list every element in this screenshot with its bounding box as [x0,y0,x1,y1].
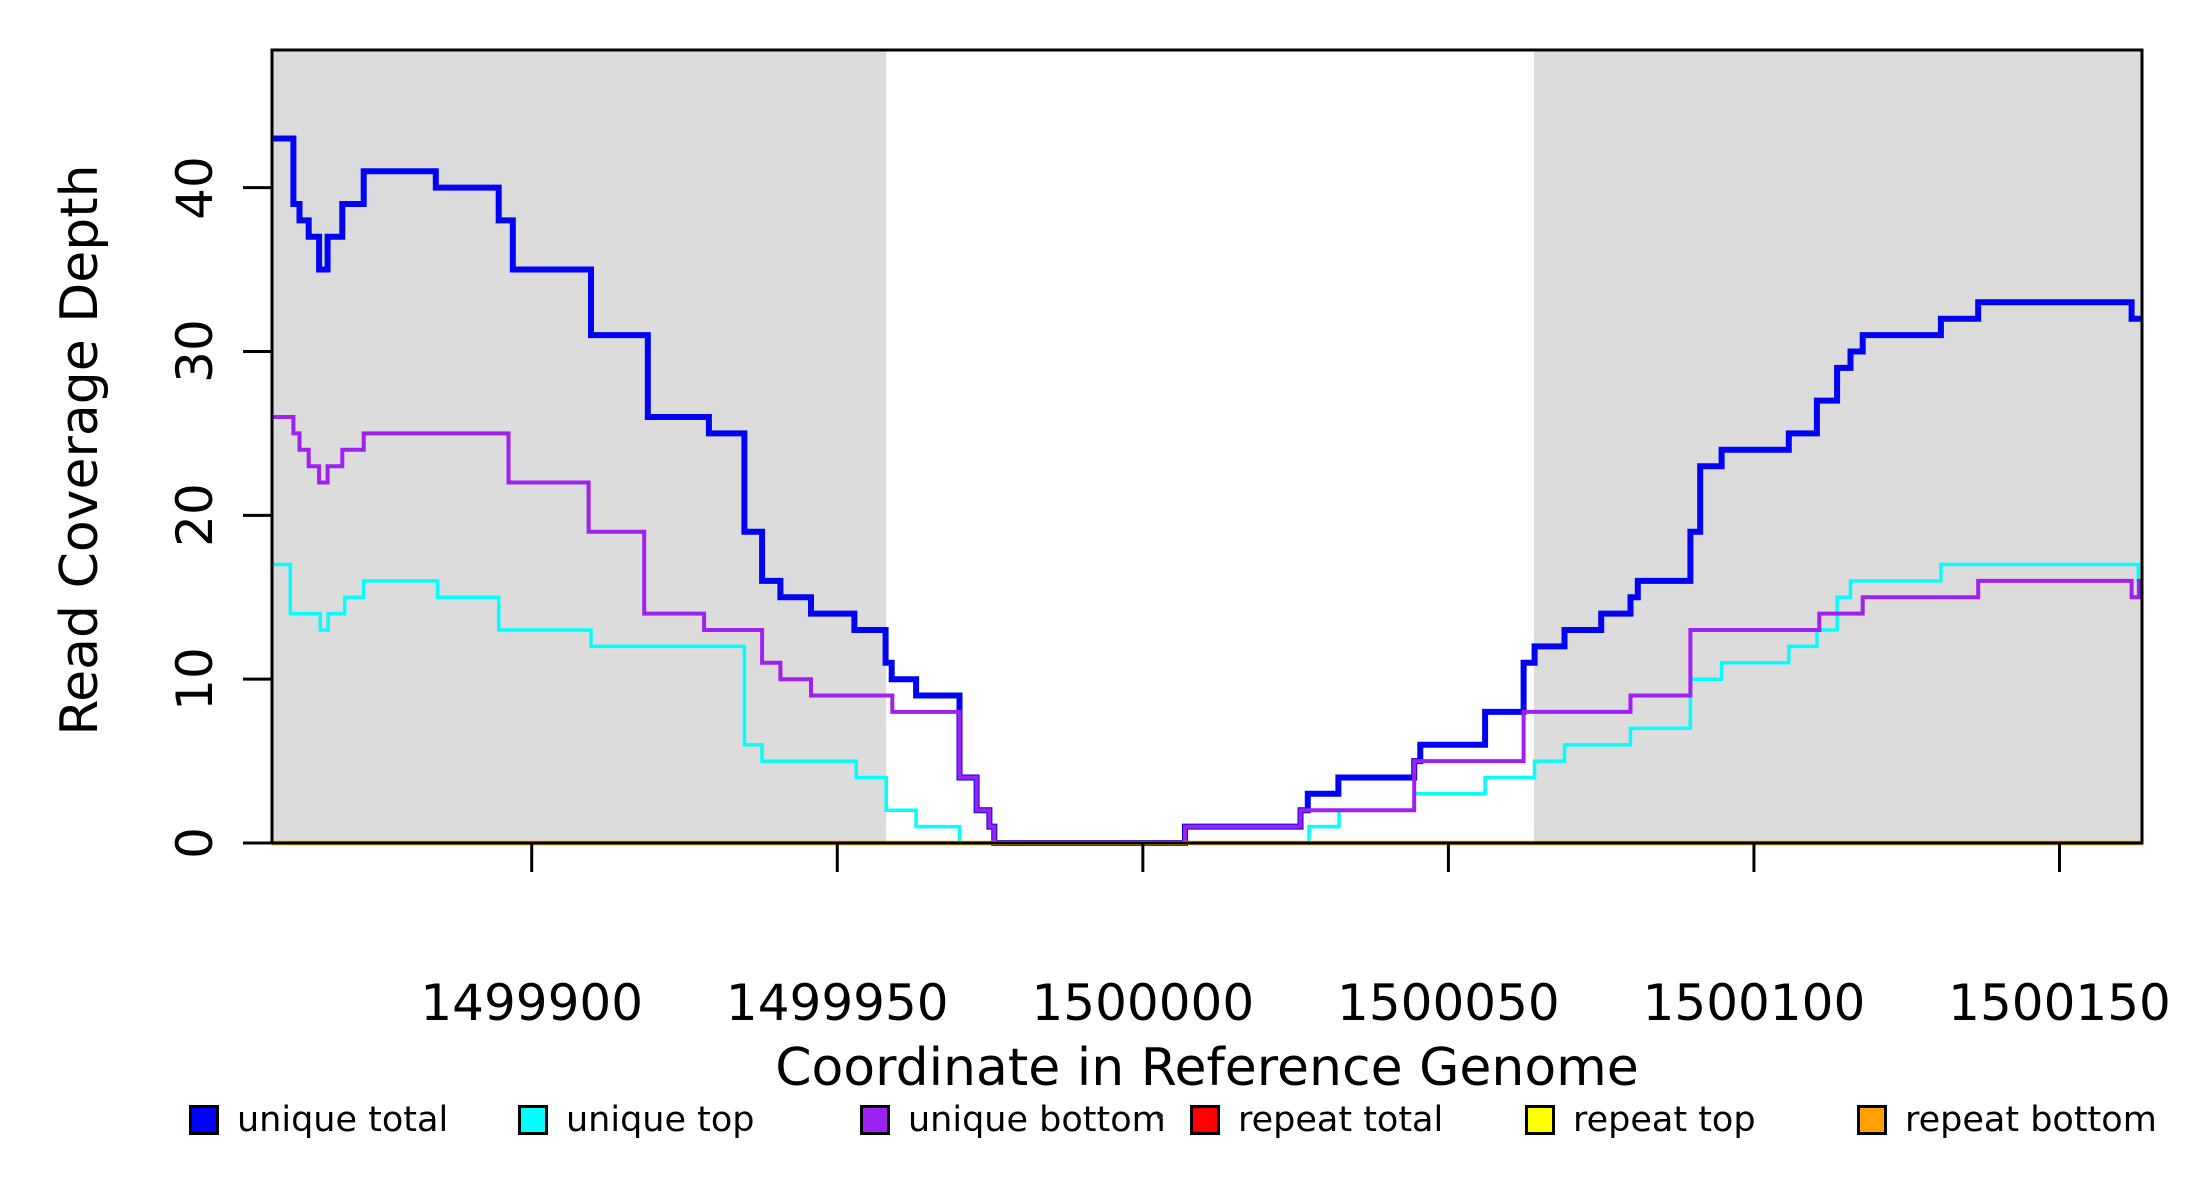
y-tick-label: 40 [166,155,224,220]
repeat-total-swatch-icon [1190,1105,1220,1135]
repeat-bottom-swatch-icon [1857,1105,1887,1135]
shaded-repeat-region [272,50,887,843]
shaded-repeat-region [1533,50,2142,843]
legend-label: unique bottom [908,1100,1166,1140]
legend-item-repeat-bottom: repeat bottom [1857,1098,2157,1142]
stray-dot-artifact [1157,1113,1163,1119]
unique-total-swatch-icon [189,1105,219,1135]
x-tick-label: 1499900 [420,974,644,1032]
plot-border [270,48,2144,845]
legend-label: repeat top [1573,1100,1756,1140]
x-axis-title: Coordinate in Reference Genome [775,1038,1639,1098]
x-tick-label: 1500150 [1948,974,2171,1032]
x-tick-label: 1500100 [1642,974,1866,1032]
legend-item-unique-top: unique top [518,1098,755,1142]
legend-item-unique-bottom: unique bottom [860,1098,1166,1142]
y-axis-title: Read Coverage Depth [50,164,110,736]
y-tick-label: 30 [166,319,224,384]
legend-label: unique top [566,1100,755,1140]
series-unique-top [272,562,2142,845]
legend-item-repeat-top: repeat top [1525,1098,1756,1142]
legend: unique total unique top unique bottom re… [0,1098,2200,1144]
legend-item-unique-total: unique total [189,1098,448,1142]
x-tick-label: 1500000 [1031,974,1255,1032]
y-tick-label: 0 [166,827,224,859]
x-tick-label: 1499950 [725,974,949,1032]
y-tick-label: 10 [166,647,224,711]
legend-label: repeat total [1238,1100,1444,1140]
legend-item-repeat-total: repeat total [1190,1098,1443,1142]
unique-top-swatch-icon [518,1105,548,1135]
y-tick-label: 20 [166,483,224,548]
legend-label: unique total [237,1100,449,1140]
legend-label: repeat bottom [1905,1100,2157,1140]
unique-bottom-swatch-icon [860,1105,890,1135]
repeat-top-swatch-icon [1525,1105,1555,1135]
series-unique-bottom [272,415,2142,845]
x-tick-label: 1500050 [1337,974,1560,1032]
